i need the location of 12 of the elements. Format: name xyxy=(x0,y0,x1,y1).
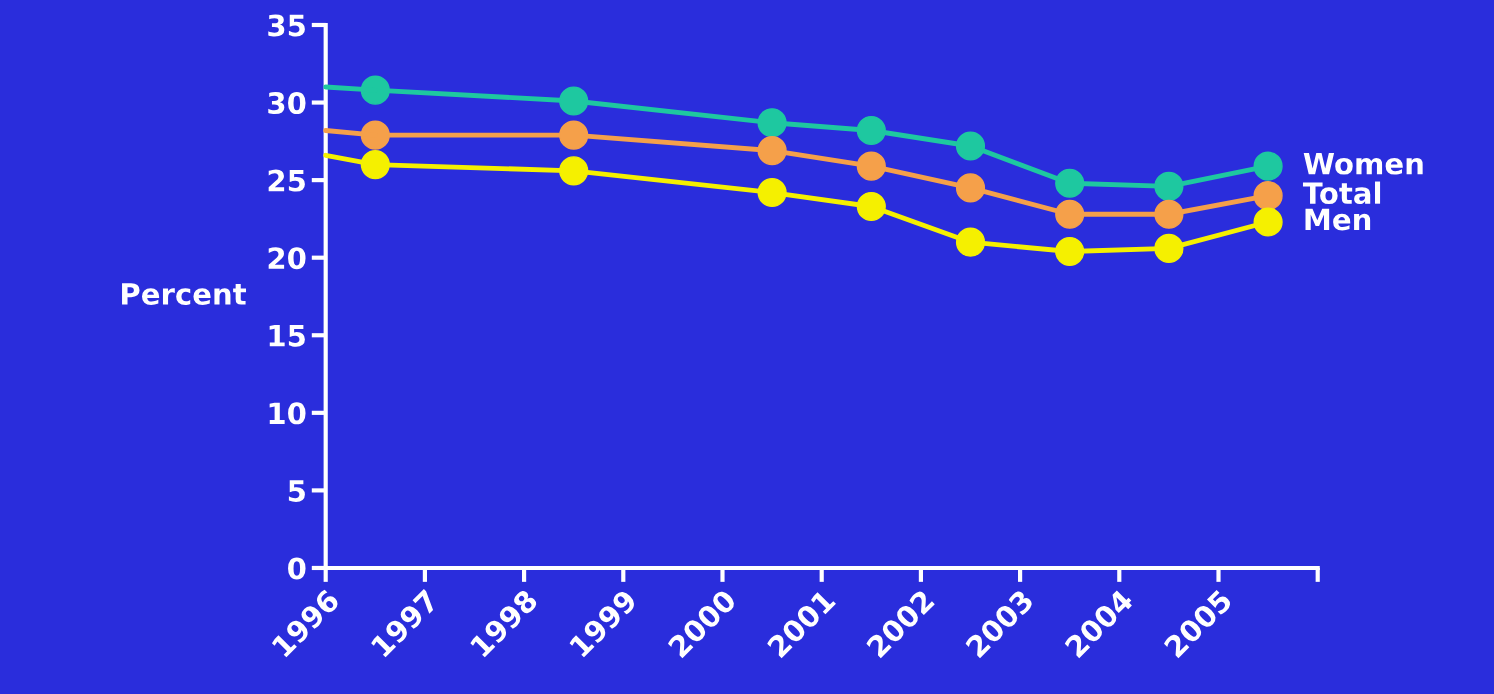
y-tick-label: 25 xyxy=(268,169,305,192)
y-tick-label: 10 xyxy=(269,402,306,425)
y-tick-label: 35 xyxy=(268,14,305,37)
series-label: Total xyxy=(1302,181,1381,205)
y-tick-label: 15 xyxy=(269,325,305,347)
series-label: Women xyxy=(1303,152,1423,175)
y-axis-title: Percent xyxy=(122,283,247,305)
y-tick-label: 20 xyxy=(268,247,306,270)
y-tick-label: 5 xyxy=(288,480,305,502)
y-tick-label: 0 xyxy=(288,557,306,580)
y-tick-label: 30 xyxy=(268,91,306,115)
series-label: Men xyxy=(1305,208,1371,231)
